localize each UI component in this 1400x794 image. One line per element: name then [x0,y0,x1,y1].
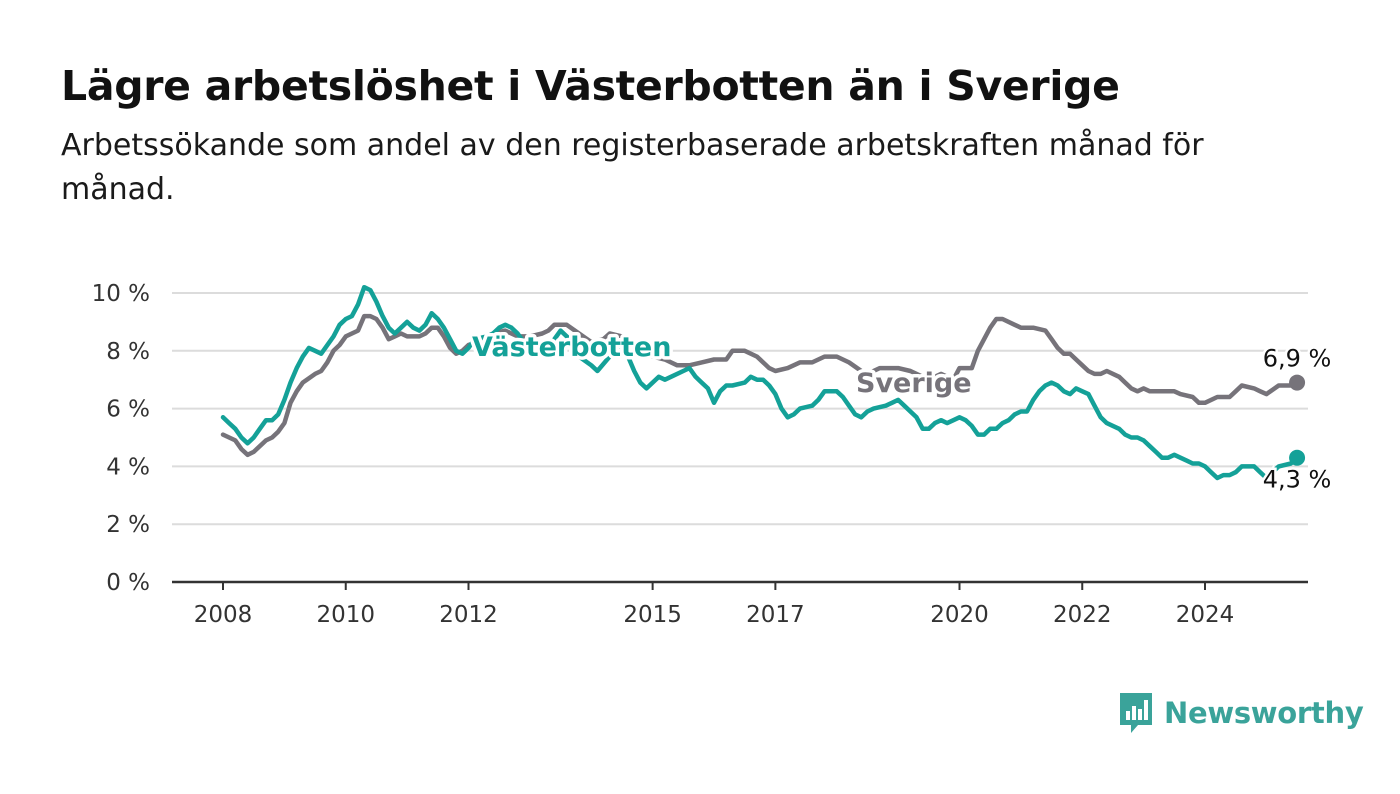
series-end-dot-1 [1289,449,1306,466]
series-line-0 [220,313,1300,458]
x-tick-label: 2022 [1053,602,1112,628]
x-tick-label: 2012 [439,602,498,628]
x-tick-label: 2015 [623,602,682,628]
y-tick-label: 10 % [92,281,150,307]
series-name-label: Sverige [856,368,972,399]
series-end-dot-0 [1289,374,1306,391]
series-labels: Västerbotten Sverige 6,9 % 4,3 % [469,329,1334,497]
chart-title: Lägre arbetslöshet i Västerbotten än i S… [61,62,1120,110]
x-tick-label: 2008 [194,602,253,628]
series-name-label: Västerbotten [472,332,671,363]
x-tick-label: 2017 [746,602,805,628]
x-axis-ticks: 2008 2010 2012 2015 2017 2020 2022 2024 [194,582,1235,628]
y-tick-label: 8 % [106,339,150,365]
brand-name: Newsworthy [1164,696,1364,730]
y-tick-label: 6 % [106,397,150,423]
chart-subtitle: Arbetssökande som andel av den registerb… [61,128,1204,207]
x-tick-label: 2010 [316,602,375,628]
y-axis-ticks: 0 % 2 % 4 % 6 % 8 % 10 % [92,281,150,596]
series-end-value: 4,3 % [1263,466,1332,494]
series-end-value: 6,9 % [1263,345,1332,373]
series-lines [220,284,1306,481]
y-tick-label: 4 % [106,454,150,480]
y-tick-label: 2 % [106,512,150,538]
gridlines [172,292,1308,526]
x-tick-label: 2024 [1176,602,1235,628]
newsworthy-brand: Newsworthy [1118,690,1364,736]
y-tick-label: 0 % [106,570,150,596]
newsworthy-logo-icon [1120,693,1152,733]
series-line-1 [220,284,1300,481]
x-tick-label: 2020 [930,602,989,628]
